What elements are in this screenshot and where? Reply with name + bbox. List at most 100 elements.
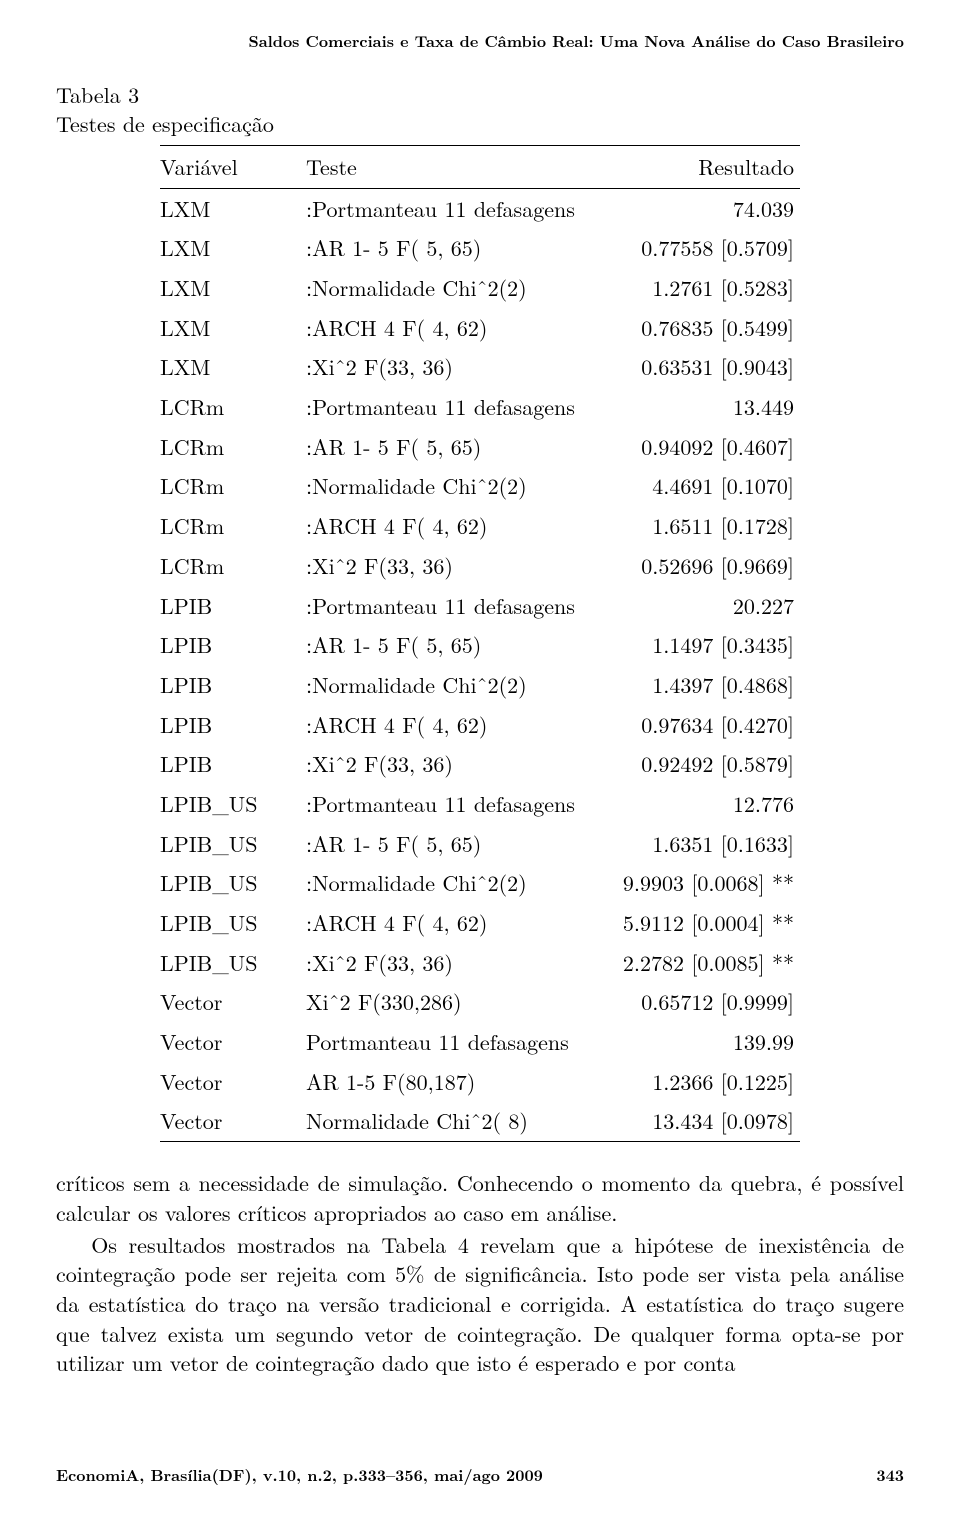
cell-variavel: LPIB	[160, 586, 306, 626]
table-row: LCRm:Normalidade Chiˆ2(2)4.4691 [0.1070]	[160, 466, 800, 506]
cell-resultado: 0.65712 [0.9999]	[606, 982, 800, 1022]
cell-variavel: Vector	[160, 1062, 306, 1102]
cell-teste: :ARCH 4 F( 4, 62)	[306, 506, 606, 546]
cell-resultado: 5.9112 [0.0004] **	[606, 903, 800, 943]
cell-resultado: 9.9903 [0.0068] **	[606, 863, 800, 903]
cell-resultado: 0.63531 [0.9043]	[606, 347, 800, 387]
cell-variavel: LCRm	[160, 506, 306, 546]
cell-resultado: 74.039	[606, 188, 800, 228]
table-row: LCRm:AR 1- 5 F( 5, 65)0.94092 [0.4607]	[160, 427, 800, 467]
cell-teste: :Normalidade Chiˆ2(2)	[306, 863, 606, 903]
cell-variavel: LPIB_US	[160, 943, 306, 983]
cell-variavel: Vector	[160, 982, 306, 1022]
cell-teste: :AR 1- 5 F( 5, 65)	[306, 625, 606, 665]
col-teste: Teste	[306, 145, 606, 188]
table-row: LPIB:Xiˆ2 F(33, 36)0.92492 [0.5879]	[160, 744, 800, 784]
table-row: LPIB_US:AR 1- 5 F( 5, 65)1.6351 [0.1633]	[160, 824, 800, 864]
cell-resultado: 0.97634 [0.4270]	[606, 705, 800, 745]
table-row: VectorPortmanteau 11 defasagens139.99	[160, 1022, 800, 1062]
cell-teste: :AR 1- 5 F( 5, 65)	[306, 824, 606, 864]
cell-teste: :Portmanteau 11 defasagens	[306, 188, 606, 228]
cell-variavel: Vector	[160, 1101, 306, 1141]
cell-resultado: 1.2366 [0.1225]	[606, 1062, 800, 1102]
cell-resultado: 1.1497 [0.3435]	[606, 625, 800, 665]
cell-resultado: 0.92492 [0.5879]	[606, 744, 800, 784]
cell-teste: :Xiˆ2 F(33, 36)	[306, 347, 606, 387]
cell-variavel: LXM	[160, 347, 306, 387]
cell-resultado: 1.6511 [0.1728]	[606, 506, 800, 546]
cell-teste: :Normalidade Chiˆ2(2)	[306, 268, 606, 308]
table-row: LXM:Normalidade Chiˆ2(2)1.2761 [0.5283]	[160, 268, 800, 308]
cell-variavel: LPIB	[160, 665, 306, 705]
table-row: LCRm:Portmanteau 11 defasagens13.449	[160, 387, 800, 427]
cell-teste: :Portmanteau 11 defasagens	[306, 387, 606, 427]
cell-resultado: 139.99	[606, 1022, 800, 1062]
table-row: LPIB:Normalidade Chiˆ2(2)1.4397 [0.4868]	[160, 665, 800, 705]
cell-resultado: 0.76835 [0.5499]	[606, 308, 800, 348]
cell-resultado: 13.449	[606, 387, 800, 427]
table-row: LPIB:AR 1- 5 F( 5, 65)1.1497 [0.3435]	[160, 625, 800, 665]
cell-variavel: LCRm	[160, 466, 306, 506]
cell-variavel: LCRm	[160, 427, 306, 467]
cell-variavel: LPIB	[160, 744, 306, 784]
specification-table: Variável Teste Resultado LXM:Portmanteau…	[160, 145, 800, 1142]
table-row: VectorAR 1-5 F(80,187)1.2366 [0.1225]	[160, 1062, 800, 1102]
body-text: críticos sem a necessidade de simulação.…	[56, 1168, 904, 1378]
cell-resultado: 13.434 [0.0978]	[606, 1101, 800, 1141]
cell-variavel: LCRm	[160, 387, 306, 427]
footer-journal-info: EconomiA, Brasília(DF), v.10, n.2, p.333…	[56, 1464, 543, 1486]
cell-variavel: LCRm	[160, 546, 306, 586]
cell-variavel: LXM	[160, 308, 306, 348]
table-row: LXM:Xiˆ2 F(33, 36)0.63531 [0.9043]	[160, 347, 800, 387]
cell-resultado: 4.4691 [0.1070]	[606, 466, 800, 506]
paragraph-continuation: críticos sem a necessidade de simulação.…	[56, 1168, 904, 1227]
cell-resultado: 1.2761 [0.5283]	[606, 268, 800, 308]
cell-resultado: 1.6351 [0.1633]	[606, 824, 800, 864]
cell-teste: Normalidade Chiˆ2( 8)	[306, 1101, 606, 1141]
table-title: Testes de especificação	[56, 109, 904, 139]
cell-teste: :Normalidade Chiˆ2(2)	[306, 466, 606, 506]
table-row: LXM:Portmanteau 11 defasagens74.039	[160, 188, 800, 228]
table-row: LPIB_US:ARCH 4 F( 4, 62)5.9112 [0.0004] …	[160, 903, 800, 943]
cell-resultado: 12.776	[606, 784, 800, 824]
running-head: Saldos Comerciais e Taxa de Câmbio Real:…	[56, 30, 904, 52]
cell-teste: :Xiˆ2 F(33, 36)	[306, 546, 606, 586]
cell-teste: :ARCH 4 F( 4, 62)	[306, 705, 606, 745]
cell-teste: :ARCH 4 F( 4, 62)	[306, 308, 606, 348]
cell-resultado: 0.52696 [0.9669]	[606, 546, 800, 586]
cell-variavel: Vector	[160, 1022, 306, 1062]
cell-variavel: LPIB_US	[160, 784, 306, 824]
table-header-row: Variável Teste Resultado	[160, 145, 800, 188]
cell-variavel: LPIB_US	[160, 863, 306, 903]
cell-teste: :Xiˆ2 F(33, 36)	[306, 943, 606, 983]
table-row: LXM:ARCH 4 F( 4, 62)0.76835 [0.5499]	[160, 308, 800, 348]
cell-variavel: LXM	[160, 268, 306, 308]
cell-teste: Xiˆ2 F(330,286)	[306, 982, 606, 1022]
cell-teste: :Portmanteau 11 defasagens	[306, 586, 606, 626]
table-row: LPIB_US:Xiˆ2 F(33, 36)2.2782 [0.0085] **	[160, 943, 800, 983]
cell-resultado: 1.4397 [0.4868]	[606, 665, 800, 705]
table-row: LPIB:ARCH 4 F( 4, 62)0.97634 [0.4270]	[160, 705, 800, 745]
table-row: LCRm:Xiˆ2 F(33, 36)0.52696 [0.9669]	[160, 546, 800, 586]
cell-variavel: LPIB	[160, 705, 306, 745]
cell-teste: :Normalidade Chiˆ2(2)	[306, 665, 606, 705]
cell-variavel: LPIB_US	[160, 824, 306, 864]
cell-teste: :AR 1- 5 F( 5, 65)	[306, 427, 606, 467]
table-row: LPIB_US:Portmanteau 11 defasagens12.776	[160, 784, 800, 824]
col-variavel: Variável	[160, 145, 306, 188]
col-resultado: Resultado	[606, 145, 800, 188]
cell-variavel: LXM	[160, 188, 306, 228]
cell-variavel: LPIB	[160, 625, 306, 665]
table-row: LPIB_US:Normalidade Chiˆ2(2)9.9903 [0.00…	[160, 863, 800, 903]
table-row: VectorNormalidade Chiˆ2( 8)13.434 [0.097…	[160, 1101, 800, 1141]
cell-variavel: LXM	[160, 228, 306, 268]
cell-teste: :AR 1- 5 F( 5, 65)	[306, 228, 606, 268]
table-row: VectorXiˆ2 F(330,286)0.65712 [0.9999]	[160, 982, 800, 1022]
table-row: LXM:AR 1- 5 F( 5, 65)0.77558 [0.5709]	[160, 228, 800, 268]
cell-teste: :Xiˆ2 F(33, 36)	[306, 744, 606, 784]
cell-resultado: 2.2782 [0.0085] **	[606, 943, 800, 983]
cell-resultado: 20.227	[606, 586, 800, 626]
cell-variavel: LPIB_US	[160, 903, 306, 943]
cell-resultado: 0.77558 [0.5709]	[606, 228, 800, 268]
cell-resultado: 0.94092 [0.4607]	[606, 427, 800, 467]
